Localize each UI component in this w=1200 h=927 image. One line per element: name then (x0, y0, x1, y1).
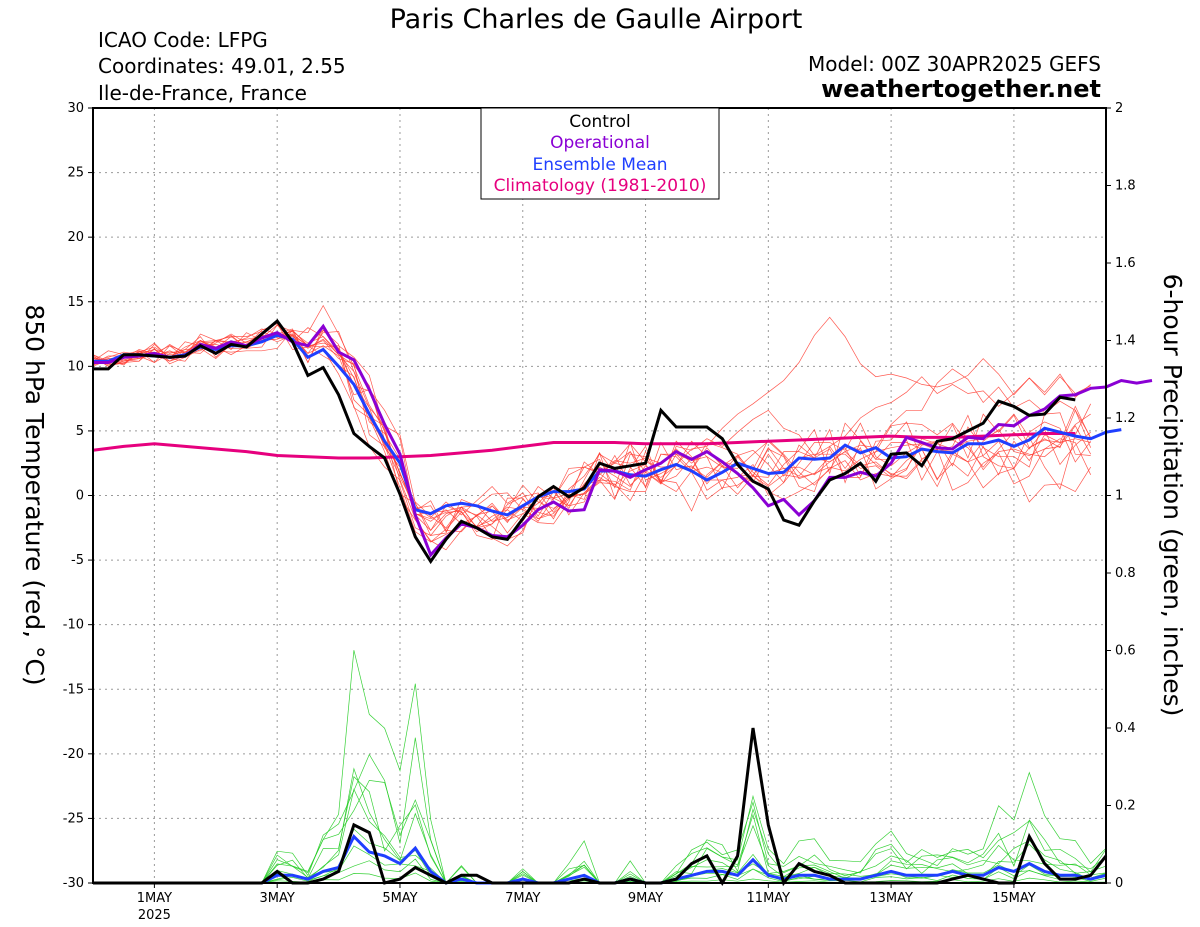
y-left-tick-label: -15 (63, 682, 84, 697)
x-tick-label: 3MAY (260, 891, 295, 906)
site-credit-link[interactable]: weathertogether.net (821, 75, 1101, 103)
coordinates-text: Coordinates: 49.01, 2.55 (98, 54, 346, 78)
y-right-tick-label: 1.2 (1115, 411, 1136, 426)
x-tick-label: 15MAY (992, 891, 1036, 906)
y-axis-right-label: 6-hour Precipitation (green, inches) (1158, 274, 1187, 717)
x-tick-label: 11MAY (747, 891, 791, 906)
legend-ensemble-mean: Ensemble Mean (532, 155, 667, 175)
axes: 302520151050-5-10-15-20-25-3021.81.61.41… (63, 101, 1136, 923)
temperature-member-line (92, 331, 1092, 536)
y-axis-left-label: 850 hPa Temperature (red, °C) (20, 304, 49, 685)
legend-control: Control (569, 112, 630, 132)
y-left-tick-label: -5 (71, 553, 84, 568)
temperature-member-line (92, 323, 1091, 547)
region-text: Ile-de-France, France (98, 81, 307, 105)
x-tick-label: 7MAY (505, 891, 540, 906)
y-right-tick-label: 1 (1115, 489, 1123, 504)
y-left-tick-label: -20 (63, 747, 84, 762)
legend-operational: Operational (550, 133, 650, 153)
y-left-tick-label: 20 (67, 230, 84, 245)
y-right-tick-label: 1.6 (1115, 256, 1136, 271)
temperature-member-line (92, 324, 1092, 543)
legend: Control Operational Ensemble Mean Climat… (480, 107, 720, 200)
x-tick-label: 9MAY (628, 891, 663, 906)
y-right-tick-label: 0.4 (1115, 721, 1136, 736)
y-left-tick-label: 15 (67, 295, 84, 310)
y-right-tick-label: 1.4 (1115, 334, 1136, 349)
model-run-text: Model: 00Z 30APR2025 GEFS (808, 52, 1101, 76)
temperature-control-line (93, 318, 1076, 565)
y-right-tick-label: 0.2 (1115, 799, 1136, 814)
y-left-tick-label: 10 (67, 359, 84, 374)
x-tick-label: 1MAY (137, 891, 172, 906)
x-tick-label: 13MAY (869, 891, 913, 906)
icao-code-text: ICAO Code: LFPG (98, 28, 268, 52)
y-right-tick-label: 0.8 (1115, 566, 1136, 581)
y-left-tick-label: -10 (63, 618, 84, 633)
x-tick-year-label: 2025 (138, 908, 171, 923)
y-left-tick-label: -30 (63, 876, 84, 891)
legend-climatology: Climatology (1981-2010) (494, 176, 707, 196)
gridlines (93, 108, 1106, 883)
y-right-tick-label: 0.6 (1115, 644, 1136, 659)
y-right-tick-label: 0 (1115, 876, 1123, 891)
y-left-tick-label: 25 (67, 166, 84, 181)
y-right-tick-label: 2 (1115, 101, 1123, 116)
legend-box (480, 107, 720, 200)
y-left-tick-label: -25 (63, 811, 84, 826)
y-left-tick-label: 5 (76, 424, 84, 439)
y-left-tick-label: 0 (76, 489, 84, 504)
temperature-operational-line (93, 323, 1153, 558)
climatology-line (92, 432, 1076, 460)
y-right-tick-label: 1.8 (1115, 179, 1136, 194)
chart-title: Paris Charles de Gaulle Airport (390, 4, 803, 35)
x-tick-label: 5MAY (382, 891, 417, 906)
y-left-tick-label: 30 (67, 101, 84, 116)
